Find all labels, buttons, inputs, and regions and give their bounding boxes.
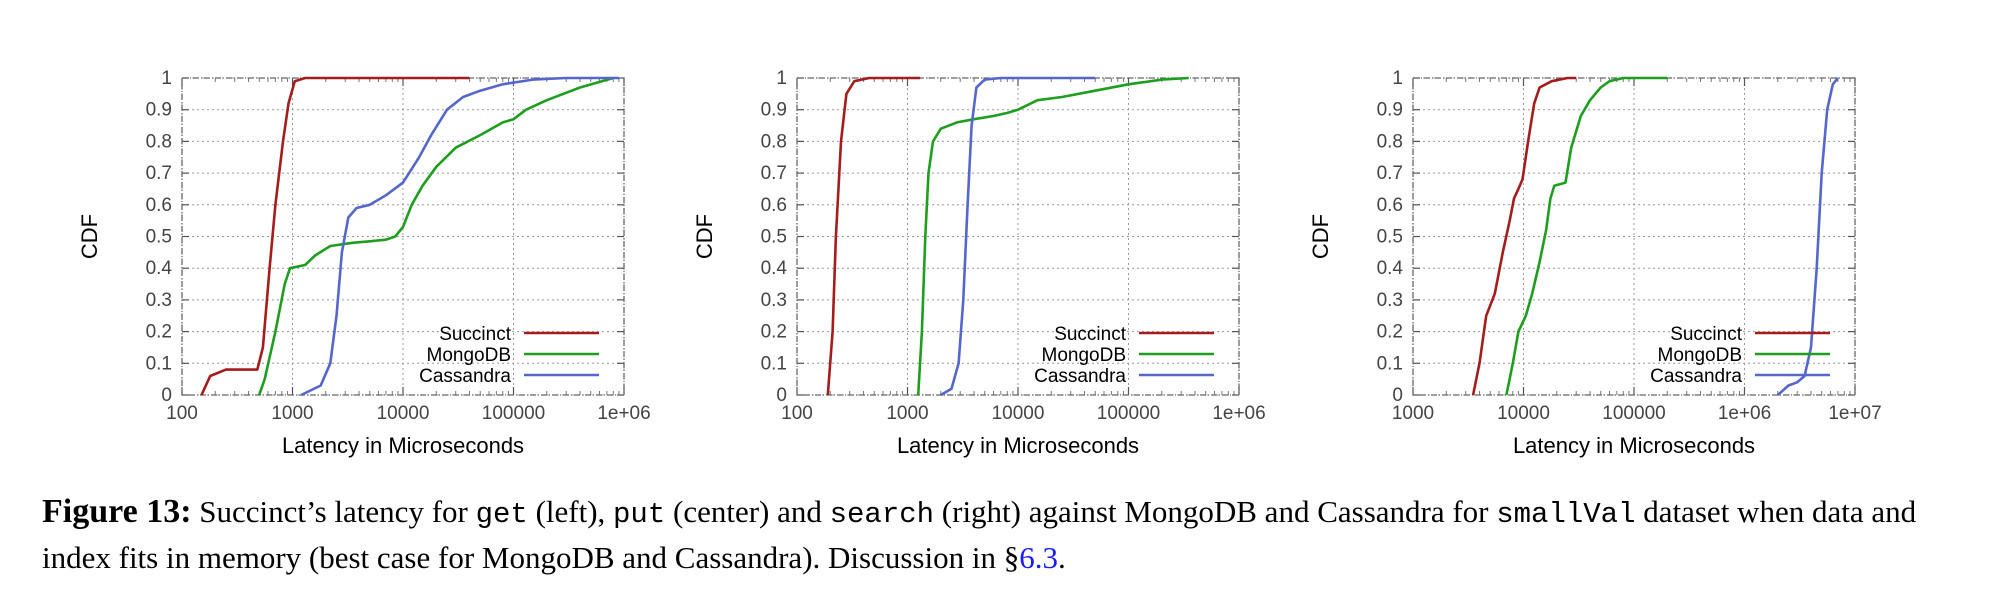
x-tick-label: 1e+07 [1828,403,1881,424]
x-tick-label: 100000 [1602,403,1665,424]
y-tick-label: 0.7 [1377,163,1403,184]
x-tick-label: 1000 [886,403,928,424]
y-tick-label: 0.5 [761,227,787,248]
y-tick-label: 1 [161,68,172,89]
y-tick-label: 0.1 [146,353,172,374]
y-axis-title: CDF [77,214,102,259]
y-tick-label: 0.2 [146,322,172,343]
y-tick-label: 0.6 [1377,195,1403,216]
y-tick-label: 0.9 [761,100,787,121]
y-tick-label: 0.4 [1377,258,1404,279]
x-axis-title: Latency in Microseconds [282,433,524,458]
legend-label: MongoDB [1042,345,1127,366]
series-line-cassandra [300,76,619,397]
caption-text: . [1057,540,1066,575]
caption-code-smallval: smallVal [1496,498,1636,531]
y-tick-label: 0.5 [146,227,172,248]
y-tick-label: 0 [161,385,172,406]
x-tick-label: 1000 [271,403,313,424]
figure-label: Figure 13: [42,493,192,530]
chart-panel-2: 0 0.1 0.2 0.3 0.4 0.5 0.6 0.7 0.8 0.9 1 100 1000 1000… [692,68,1266,458]
legend-label: Succinct [439,324,512,345]
chart-panel-1: 0 0.1 0.2 0.3 0.4 0.5 0.6 0.7 0.8 0.9 1 100 1000 1000… [77,68,651,458]
y-tick-label: 0.6 [761,195,787,216]
x-tick-label: 100 [166,403,198,424]
x-tick-label: 1000 [1392,403,1434,424]
series-line-succinct [826,76,921,396]
y-tick-label: 0.2 [761,322,787,343]
series-line-cassandra [1776,77,1839,396]
caption-text: (right) against MongoDB and Cassandra fo… [934,494,1497,529]
x-tick-label: 100000 [482,403,545,424]
caption-text: dataset when data and index fits in memo… [42,494,1917,575]
x-tick-label: 10000 [992,403,1045,424]
caption-text: (center) and [665,494,830,529]
series-line-mongodb [1505,76,1668,396]
series-line-succinct [1471,76,1577,396]
x-tick-label: 1e+06 [1212,403,1265,424]
x-tick-label: 10000 [1497,403,1550,424]
x-tick-label: 1e+06 [1718,403,1771,424]
x-axis-title: Latency in Microseconds [1513,433,1755,458]
legend-label: Cassandra [419,366,511,387]
x-tick-label: 100000 [1097,403,1160,424]
x-tick-label: 10000 [377,403,430,424]
y-tick-label: 0.4 [761,258,788,279]
legend-label: Cassandra [1034,366,1126,387]
y-tick-label: 0.4 [146,258,173,279]
caption-code-search: search [829,498,935,531]
y-tick-label: 0.8 [146,131,172,152]
caption-text: (left), [527,494,614,529]
x-axis-title: Latency in Microseconds [897,433,1139,458]
y-tick-label: 0.2 [1377,322,1403,343]
x-tick-label: 100 [781,403,813,424]
y-tick-label: 0.3 [146,290,172,311]
legend-label: Succinct [1054,324,1127,345]
legend-label: MongoDB [427,345,512,366]
caption-code-put: put [613,498,666,531]
figure-caption: Figure 13: Succinct’s latency for get (l… [42,490,1962,579]
caption-text: Succinct’s latency for [191,494,476,529]
series-line-cassandra [940,76,1096,397]
y-axis-title: CDF [1308,214,1333,259]
y-tick-label: 1 [776,68,787,89]
y-tick-label: 1 [1392,68,1403,89]
series-line-mongodb [916,76,1189,396]
y-tick-label: 0 [1392,385,1403,406]
legend-label: Succinct [1670,324,1743,345]
chart-panel-3: 0 0.1 0.2 0.3 0.4 0.5 0.6 0.7 0.8 0.9 1 1000 10000 10… [1308,68,1882,458]
section-link[interactable]: 6.3 [1019,540,1058,575]
y-tick-label: 0.1 [761,353,787,374]
y-tick-label: 0.3 [761,290,787,311]
legend-label: Cassandra [1650,366,1742,387]
y-tick-label: 0.8 [1377,131,1403,152]
y-tick-label: 0.6 [146,195,172,216]
y-tick-label: 0.1 [1377,353,1403,374]
y-tick-label: 0.8 [761,131,787,152]
series-line-mongodb [257,76,614,396]
y-tick-label: 0 [776,385,787,406]
y-tick-label: 0.5 [1377,227,1403,248]
legend-label: MongoDB [1658,345,1743,366]
y-axis-title: CDF [692,214,717,259]
y-tick-label: 0.7 [761,163,787,184]
series-line-succinct [200,76,470,396]
y-tick-label: 0.7 [146,163,172,184]
caption-code-get: get [475,498,528,531]
y-tick-label: 0.9 [1377,100,1403,121]
y-tick-label: 0.9 [146,100,172,121]
y-tick-label: 0.3 [1377,290,1403,311]
x-tick-label: 1e+06 [597,403,650,424]
